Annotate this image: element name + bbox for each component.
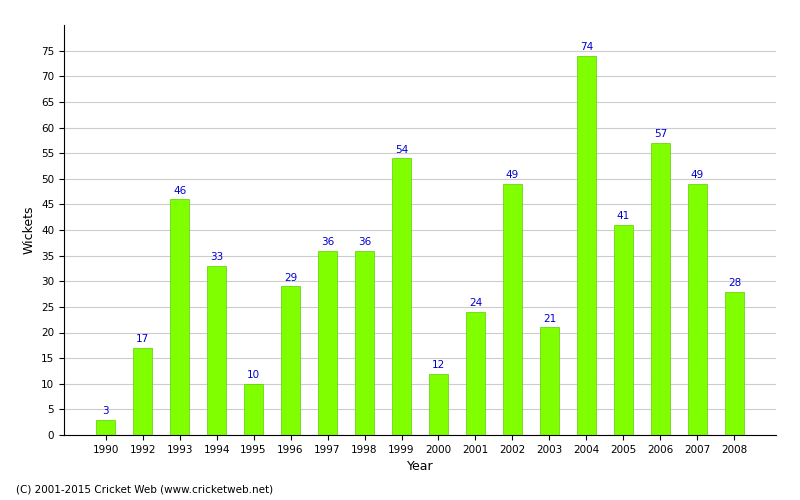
X-axis label: Year: Year [406, 460, 434, 473]
Bar [430, 374, 448, 435]
Bar [614, 225, 633, 435]
Text: 10: 10 [247, 370, 260, 380]
Text: 3: 3 [102, 406, 109, 416]
Bar [577, 56, 596, 435]
Text: 12: 12 [432, 360, 445, 370]
Bar [725, 292, 744, 435]
Bar [282, 286, 300, 435]
Text: 36: 36 [358, 237, 371, 247]
Text: 17: 17 [136, 334, 150, 344]
Bar [503, 184, 522, 435]
Text: 28: 28 [728, 278, 741, 288]
Text: 49: 49 [690, 170, 704, 180]
Text: 74: 74 [580, 42, 593, 52]
Text: 54: 54 [395, 144, 408, 154]
Y-axis label: Wickets: Wickets [22, 206, 35, 254]
Bar [540, 328, 558, 435]
Bar [651, 143, 670, 435]
Text: 29: 29 [284, 273, 297, 283]
Bar [355, 250, 374, 435]
Text: (C) 2001-2015 Cricket Web (www.cricketweb.net): (C) 2001-2015 Cricket Web (www.cricketwe… [16, 485, 273, 495]
Bar [207, 266, 226, 435]
Text: 24: 24 [469, 298, 482, 308]
Text: 33: 33 [210, 252, 223, 262]
Text: 36: 36 [321, 237, 334, 247]
Bar [318, 250, 337, 435]
Bar [134, 348, 152, 435]
Bar [96, 420, 115, 435]
Text: 49: 49 [506, 170, 519, 180]
Bar [392, 158, 410, 435]
Bar [170, 199, 189, 435]
Bar [466, 312, 485, 435]
Bar [688, 184, 706, 435]
Text: 46: 46 [173, 186, 186, 196]
Text: 41: 41 [617, 212, 630, 222]
Text: 57: 57 [654, 130, 667, 140]
Text: 21: 21 [543, 314, 556, 324]
Bar [244, 384, 263, 435]
